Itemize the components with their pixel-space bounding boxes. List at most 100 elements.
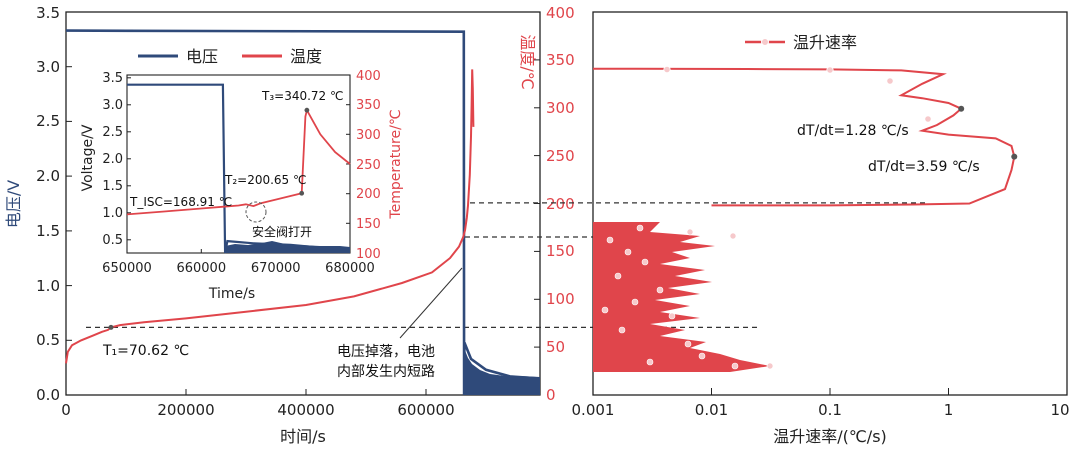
main-y-right-tick-1: 50 bbox=[534, 338, 565, 356]
inset-y-right-tick-3: 250 bbox=[346, 158, 381, 173]
svg-text:3.5: 3.5 bbox=[102, 71, 123, 86]
svg-text:400: 400 bbox=[356, 69, 381, 84]
inset-annotation-tisc: T_ISC=168.91 ℃ bbox=[129, 195, 232, 209]
main-x-label: 时间/s bbox=[280, 427, 326, 446]
inset-y-left-tick-3: 2.0 bbox=[102, 152, 131, 167]
rate-x-tick-0: 0.001 bbox=[572, 388, 614, 419]
rate-x-tick-2: 0.1 bbox=[818, 388, 842, 419]
svg-text:0.5: 0.5 bbox=[36, 331, 60, 349]
svg-text:300: 300 bbox=[356, 128, 381, 143]
svg-text:50: 50 bbox=[546, 338, 565, 356]
rate-legend: 温升速率 bbox=[745, 33, 857, 52]
svg-text:1.5: 1.5 bbox=[36, 222, 60, 240]
rate-x-label: 温升速率/(℃/s) bbox=[773, 427, 887, 446]
svg-text:0: 0 bbox=[546, 386, 556, 404]
svg-text:1.0: 1.0 bbox=[36, 277, 60, 295]
svg-text:2.0: 2.0 bbox=[36, 167, 60, 185]
rate-noise-dots bbox=[601, 224, 774, 370]
main-y-left-tick-5: 2.5 bbox=[36, 112, 72, 130]
inset-y-left-tick-4: 2.5 bbox=[102, 125, 131, 140]
svg-text:250: 250 bbox=[356, 158, 381, 173]
svg-text:1: 1 bbox=[944, 401, 954, 419]
svg-text:10: 10 bbox=[1050, 401, 1069, 419]
inset-y-right-tick-6: 400 bbox=[346, 69, 381, 84]
svg-text:0.1: 0.1 bbox=[818, 401, 842, 419]
inset-x-label: Time/s bbox=[208, 286, 255, 302]
rate-noise-region bbox=[593, 222, 774, 372]
main-y-left-tick-0: 0.0 bbox=[36, 386, 72, 404]
main-t1-marker bbox=[108, 324, 114, 330]
rate-legend-marker bbox=[761, 38, 769, 46]
rate-plot: 0.001 0.01 0.1 1 10 温升速率/(℃/s) dT/dt=1.2… bbox=[572, 11, 1070, 446]
svg-text:0: 0 bbox=[61, 401, 71, 419]
main-y-left-tick-7: 3.5 bbox=[36, 4, 72, 22]
inset-y-right-label: Temperature/℃ bbox=[388, 109, 404, 219]
svg-text:100: 100 bbox=[546, 290, 575, 308]
inset-x-tick-0: 650000 bbox=[102, 249, 152, 276]
svg-text:0.0: 0.0 bbox=[36, 386, 60, 404]
rate-x-tick-4: 10 bbox=[1050, 388, 1070, 419]
inset-y-left-tick-5: 3.0 bbox=[102, 98, 131, 113]
main-x-tick-1: 200000 bbox=[157, 389, 215, 419]
svg-text:200: 200 bbox=[356, 187, 381, 202]
main-y-left-label: 电压/V bbox=[4, 180, 23, 228]
main-x-axis: 0 200000 400000 600000 bbox=[61, 389, 455, 419]
main-temperature-line bbox=[65, 69, 475, 364]
main-y-right-tick-8: 400 bbox=[534, 4, 575, 22]
inset-y-left-tick-6: 3.5 bbox=[102, 71, 131, 86]
main-x-tick-3: 600000 bbox=[397, 389, 455, 419]
rate-marker bbox=[924, 115, 932, 123]
inset-x-axis: 650000 660000 670000 680000 bbox=[102, 249, 375, 276]
rate-series bbox=[593, 67, 1016, 207]
main-y-left-tick-2: 1.0 bbox=[36, 277, 72, 295]
rate-annotation-2: dT/dt=3.59 ℃/s bbox=[868, 159, 980, 175]
main-y-right-tick-3: 150 bbox=[534, 242, 575, 260]
inset-y-left-label: Voltage/V bbox=[80, 124, 96, 191]
inset-voltage-noise-fill bbox=[225, 241, 350, 253]
svg-text:600000: 600000 bbox=[397, 401, 454, 419]
inset-annotation-t2: T₂=200.65 ℃ bbox=[224, 173, 306, 187]
inset-plot-frame bbox=[126, 74, 351, 254]
rate-line bbox=[593, 67, 1016, 207]
rate-x-tick-3: 1 bbox=[944, 388, 954, 419]
legend-temperature-label: 温度 bbox=[290, 47, 322, 66]
main-annotation-short-circuit-1: 电压掉落，电池 bbox=[337, 344, 435, 360]
svg-text:680000: 680000 bbox=[325, 261, 375, 276]
rate-marker bbox=[886, 77, 894, 85]
inset-y-right-tick-5: 350 bbox=[346, 98, 381, 113]
inset-plot: 0.5 1.0 1.5 2.0 2.5 3.0 3.5 Voltage/V 10… bbox=[80, 69, 404, 302]
inset-y-left-tick-0: 0.5 bbox=[102, 233, 131, 248]
rate-noise-fill bbox=[593, 222, 770, 372]
main-x-tick-0: 0 bbox=[61, 389, 71, 419]
rate-annotation-1: dT/dt=1.28 ℃/s bbox=[797, 123, 909, 139]
inset-series-voltage bbox=[127, 83, 351, 254]
main-y-right-label: 温度/℃ bbox=[518, 34, 537, 89]
inset-y-left-tick-2: 1.5 bbox=[102, 179, 131, 194]
main-plot: 0.0 0.5 1.0 1.5 2.0 2.5 3.0 3.5 电压/V 0 5… bbox=[4, 4, 925, 446]
svg-text:3.0: 3.0 bbox=[36, 58, 60, 76]
main-y-left-axis: 0.0 0.5 1.0 1.5 2.0 2.5 3.0 3.5 bbox=[36, 4, 72, 404]
main-y-right-tick-5: 250 bbox=[534, 147, 575, 165]
main-legend: 电压 温度 bbox=[138, 47, 322, 66]
inset-t3-marker bbox=[304, 107, 310, 113]
inset-annotation-t3: T₃=340.72 ℃ bbox=[261, 89, 343, 103]
inset-y-right-tick-1: 150 bbox=[346, 217, 381, 232]
inset-y-right-axis: 100 150 200 250 300 350 400 bbox=[346, 69, 381, 262]
main-voltage-line bbox=[65, 29, 541, 396]
svg-text:150: 150 bbox=[546, 242, 575, 260]
rate-series-markers bbox=[663, 65, 932, 123]
main-y-left-tick-1: 0.5 bbox=[36, 331, 72, 349]
svg-text:0.5: 0.5 bbox=[102, 233, 123, 248]
inset-y-right-tick-2: 200 bbox=[346, 187, 381, 202]
inset-y-left-tick-1: 1.0 bbox=[102, 206, 131, 221]
main-y-right-axis: 0 50 100 150 200 250 300 350 400 bbox=[534, 4, 575, 404]
main-y-left-tick-3: 1.5 bbox=[36, 222, 72, 240]
legend-voltage-label: 电压 bbox=[186, 47, 218, 66]
rate-x-tick-1: 0.01 bbox=[695, 388, 728, 419]
main-series-temperature bbox=[65, 69, 475, 364]
svg-text:2.0: 2.0 bbox=[102, 152, 123, 167]
rate-x-axis: 0.001 0.01 0.1 1 10 bbox=[572, 388, 1070, 419]
svg-text:350: 350 bbox=[546, 51, 575, 69]
svg-text:400: 400 bbox=[546, 4, 575, 22]
main-y-right-tick-2: 100 bbox=[534, 290, 575, 308]
